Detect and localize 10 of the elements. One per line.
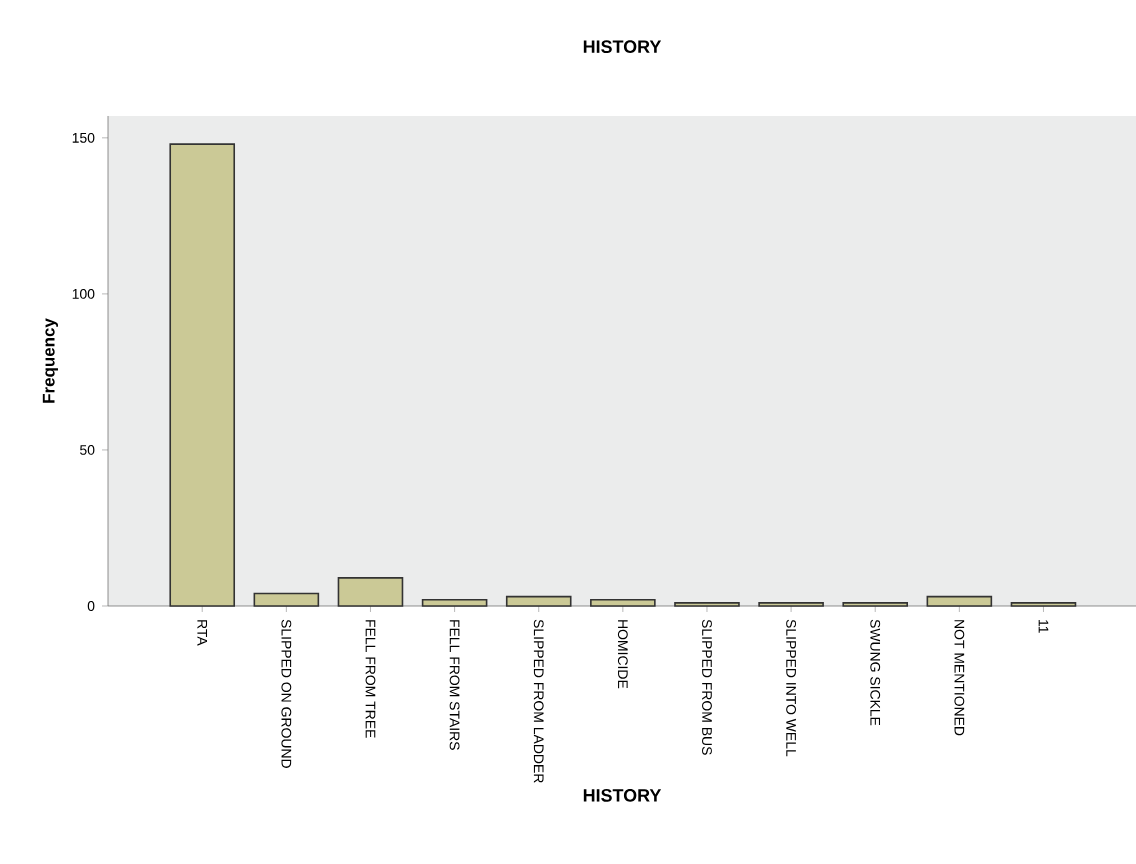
x-axis-title: HISTORY [583,789,662,802]
bar [590,598,656,607]
bar [169,143,236,607]
bar [505,595,572,607]
chart-title: HISTORY [583,40,662,54]
bar [253,592,320,607]
bar [337,577,404,607]
bar [926,595,993,607]
y-axis-title: Frequency [42,318,58,403]
bar [421,598,488,607]
